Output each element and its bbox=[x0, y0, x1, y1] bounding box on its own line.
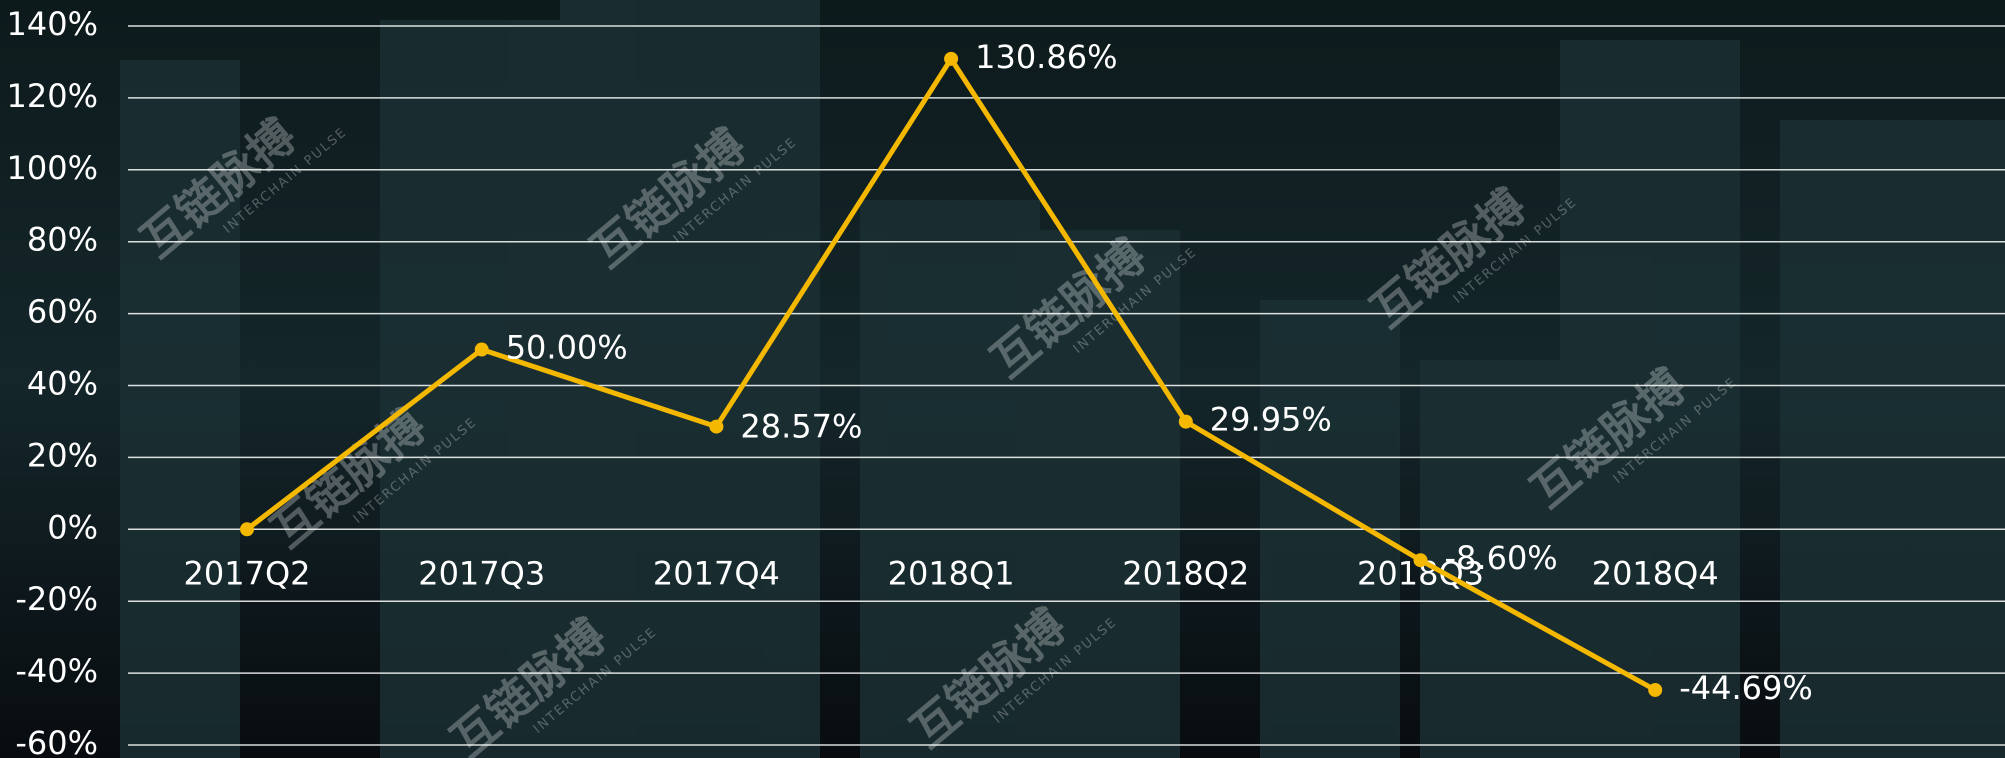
y-tick-label: 100% bbox=[7, 149, 98, 187]
point bbox=[1178, 414, 1193, 429]
y-tick-label: 20% bbox=[27, 436, 98, 474]
data-label: 29.95% bbox=[1210, 401, 1332, 439]
data-label: 50.00% bbox=[506, 329, 628, 367]
x-tick-label: 2018Q4 bbox=[1592, 554, 1719, 592]
y-tick-label: -40% bbox=[15, 652, 98, 690]
point bbox=[709, 419, 724, 434]
data-label: -44.69% bbox=[1679, 669, 1813, 707]
x-tick-label: 2017Q2 bbox=[184, 554, 311, 592]
x-tick-label: 2018Q2 bbox=[1122, 554, 1249, 592]
y-tick-label: 80% bbox=[27, 221, 98, 259]
data-label: -8.60% bbox=[1445, 539, 1558, 577]
x-tick-label: 2018Q1 bbox=[888, 554, 1015, 592]
data-label: 130.86% bbox=[975, 38, 1117, 76]
y-tick-label: -60% bbox=[15, 724, 98, 758]
point bbox=[240, 522, 254, 537]
y-tick-label: 0% bbox=[47, 508, 98, 546]
city-skyline bbox=[120, 0, 2005, 758]
point bbox=[944, 51, 959, 66]
y-tick-label: 60% bbox=[27, 293, 98, 331]
y-tick-label: 40% bbox=[27, 365, 98, 403]
x-tick-label: 2017Q4 bbox=[653, 554, 780, 592]
point bbox=[1413, 553, 1428, 568]
y-tick-label: -20% bbox=[15, 580, 98, 618]
data-label: 28.57% bbox=[740, 408, 862, 446]
point bbox=[1648, 682, 1663, 697]
point bbox=[474, 342, 489, 357]
y-tick-label: 140% bbox=[7, 5, 98, 43]
y-tick-label: 120% bbox=[7, 77, 98, 115]
x-tick-label: 2017Q3 bbox=[418, 554, 545, 592]
